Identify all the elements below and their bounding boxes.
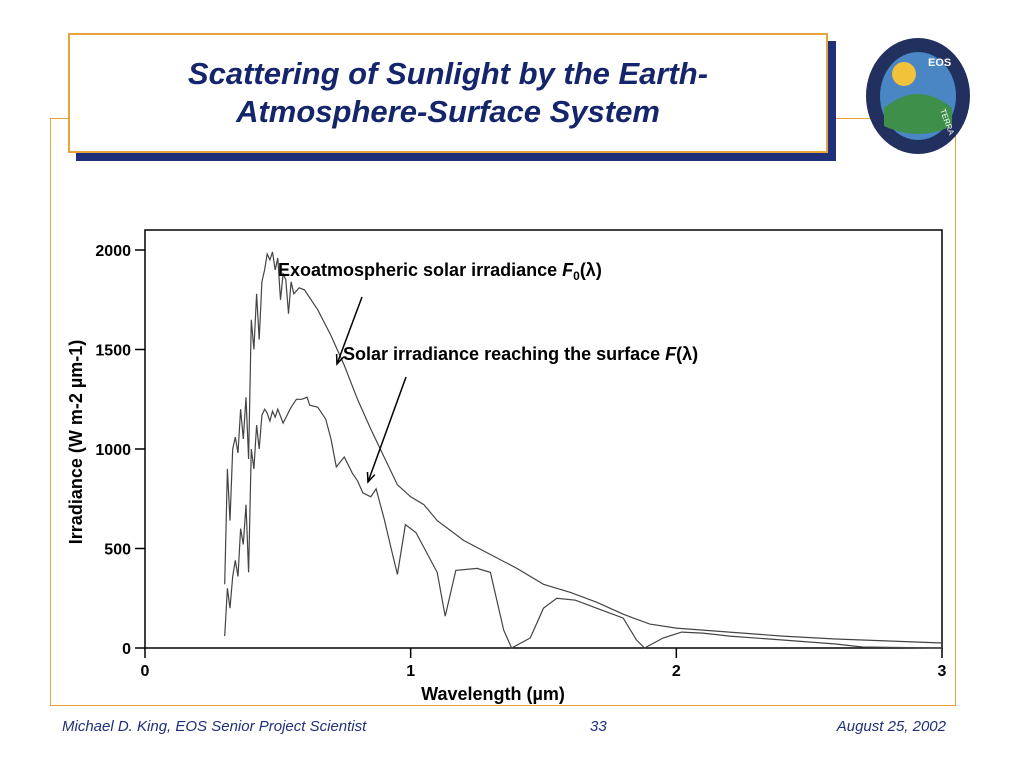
arrow-exoatmospheric-head [335,353,345,366]
arrow-surface [367,376,407,483]
title-line-1: Scattering of Sunlight by the Earth- [187,56,709,91]
y-axis-ticks: 0 500 1000 1500 2000 [95,243,145,658]
footer-author: Michael D. King, EOS Senior Project Scie… [62,718,367,735]
logo-earth-land [884,94,952,134]
eos-terra-logo: EOS TERRA [866,38,970,154]
annotation-exoatmospheric-symbol: F [562,260,574,280]
title-box: Scattering of Sunlight by the Earth- Atm… [68,33,828,153]
logo-sun [892,62,916,86]
slide-title: Scattering of Sunlight by the Earth- Atm… [188,55,708,131]
annotation-arrows [335,296,407,484]
x-tick-label: 2 [672,663,681,680]
annotation-exoatmospheric-text: Exoatmospheric solar irradiance [278,260,562,280]
plot-frame [144,229,943,649]
logo-text: EOS [928,57,951,69]
x-axis-label: Wavelength (µm) [421,684,565,704]
annotation-surface-param: (λ) [676,344,698,364]
series-layer [224,251,943,649]
y-tick-label: 0 [122,641,131,658]
x-tick-label: 1 [406,663,415,680]
footer-page-number: 33 [590,718,607,735]
annotation-exoatmospheric: Exoatmospheric solar irradiance F0(λ) [278,260,602,283]
y-tick-label: 500 [104,542,131,559]
x-tick-label: 3 [938,663,947,680]
annotation-surface: Solar irradiance reaching the surface F(… [343,344,698,364]
title-line-2: Atmosphere-Surface System [236,94,660,129]
annotation-exoatmospheric-subscript: 0 [573,269,580,283]
y-tick-label: 1500 [95,343,131,360]
x-axis-ticks: 0 1 2 3 [141,648,947,680]
y-tick-label: 2000 [95,243,131,260]
series-line-exoatmospheric [224,251,943,644]
arrow-surface-head [366,471,376,484]
annotation-surface-symbol: F [665,344,677,364]
y-axis-label: Irradiance (W m-2 µm-1) [66,340,86,544]
y-tick-label: 1000 [95,442,131,459]
arrow-exoatmospheric [336,296,363,365]
series-line-surface [224,396,943,649]
footer-date: August 25, 2002 [836,718,946,735]
x-tick-label: 0 [141,663,150,680]
annotation-exoatmospheric-param: (λ) [580,260,602,280]
annotation-surface-text: Solar irradiance reaching the surface [343,344,665,364]
